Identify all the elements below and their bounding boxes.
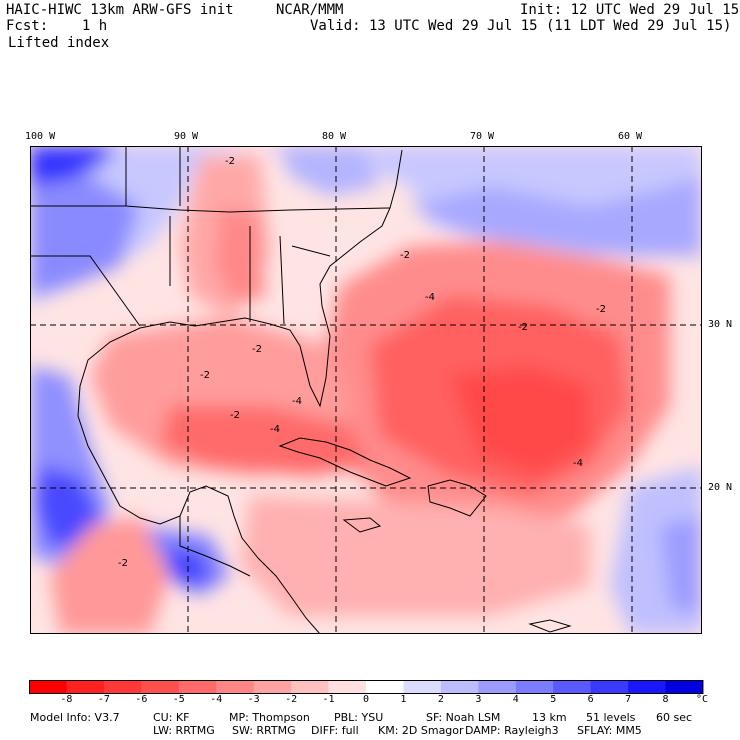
colorbar-cell [29, 680, 67, 694]
contour-label: -2 [252, 344, 262, 355]
contour-label: -2 [518, 322, 528, 333]
model-info-levels: 51 levels [586, 711, 636, 724]
colorbar-tick-label: 4 [512, 694, 519, 705]
colorbar-tick-label: -7 [97, 694, 110, 705]
colorbar-tick-label: -2 [285, 694, 298, 705]
lon-label-70w: 70 W [470, 131, 495, 142]
contour-label: -4 [270, 424, 280, 435]
lon-label-100w: 100 W [25, 131, 56, 142]
contour-label: -2 [230, 410, 240, 421]
model-info-pbl: PBL: YSU [334, 711, 384, 724]
colorbar-cell [253, 680, 292, 694]
colorbar-cell [141, 680, 180, 694]
contour-label: -4 [425, 292, 435, 303]
colorbar-tick-label: -4 [210, 694, 223, 705]
model-title: HAIC-HIWC 13km ARW-GFS init [6, 2, 234, 18]
coastlines [30, 146, 572, 634]
colorbar-cell [216, 680, 255, 694]
model-info-damp: DAMP: Rayleigh3 [465, 724, 559, 737]
model-info-lw: LW: RRTMG [153, 724, 215, 737]
model-info-sflay: SFLAY: MM5 [577, 724, 642, 737]
colorbar-cell [553, 680, 592, 694]
lifted-index-field [30, 146, 702, 634]
model-info-resolution: 13 km [532, 711, 567, 724]
colorbar-cell [590, 680, 629, 694]
contour-label: -2 [596, 304, 606, 315]
model-info-diff: DIFF: full [311, 724, 359, 737]
colorbar-tick-label: -8 [60, 694, 73, 705]
colorbar-cell [366, 680, 404, 694]
colorbar-tick-label: 8 [662, 694, 669, 705]
contour-label: -2 [200, 370, 210, 381]
colorbar-cell [178, 680, 217, 694]
model-info-mp: MP: Thompson [229, 711, 310, 724]
organization: NCAR/MMM [276, 2, 344, 18]
lon-label-90w: 90 W [174, 131, 199, 142]
colorbar-tick-label: 3 [475, 694, 482, 705]
colorbar-cell [66, 680, 105, 694]
contour-label: -2 [118, 558, 128, 569]
contour-label: -4 [573, 458, 583, 469]
colorbar-tick-label: 6 [587, 694, 594, 705]
contour-label: -2 [400, 250, 410, 261]
colorbar-cell [328, 680, 367, 694]
contour-label: -4 [292, 396, 302, 407]
valid-time: Valid: 13 UTC Wed 29 Jul 15 (11 LDT Wed … [310, 18, 732, 34]
map-frame [30, 146, 702, 634]
model-info-km: KM: 2D Smagor [378, 724, 464, 737]
colorbar-cell [403, 680, 442, 694]
field-name: Lifted index [8, 35, 110, 51]
colorbar-tick-label: 0 [362, 694, 370, 705]
lat-label-20n: 20 N [708, 482, 733, 493]
colorbar-cell [628, 680, 667, 694]
colorbar-tick-label: 1 [400, 694, 407, 705]
model-info-sf: SF: Noah LSM [426, 711, 501, 724]
colorbar-cell [291, 680, 330, 694]
colorbar-cell [440, 680, 479, 694]
model-info-sw: SW: RRTMG [232, 724, 296, 737]
colorbar [29, 680, 704, 694]
colorbar-cell [478, 680, 517, 694]
lat-label-30n: 30 N [708, 319, 733, 330]
colorbar-unit: °C [696, 694, 709, 705]
colorbar-tick-label: -3 [247, 694, 260, 705]
lifted-index-map: -2 -2 -2 -2 -2 -2 -2 -2 -4 -4 -4 -4 [30, 146, 702, 634]
model-info-timestep: 60 sec [656, 711, 693, 724]
model-info-version: Model Info: V3.7 [30, 711, 120, 724]
forecast-hour: Fcst: 1 h [6, 18, 108, 34]
colorbar-tick-label: 5 [550, 694, 557, 705]
init-time: Init: 12 UTC Wed 29 Jul 15 [520, 2, 740, 18]
colorbar-cell [515, 680, 554, 694]
model-info-cu: CU: KF [153, 711, 190, 724]
lon-label-80w: 80 W [322, 131, 347, 142]
colorbar-tick-label: -1 [322, 694, 335, 705]
contour-label: -2 [225, 156, 235, 167]
lon-label-60w: 60 W [618, 131, 643, 142]
colorbar-tick-label: 2 [437, 694, 444, 705]
lat-lon-grid [30, 146, 702, 634]
colorbar-cell [103, 680, 142, 694]
colorbar-tick-label: 7 [625, 694, 632, 705]
colorbar-cell [665, 680, 704, 694]
colorbar-tick-label: -5 [172, 694, 185, 705]
colorbar-tick-label: -6 [135, 694, 148, 705]
